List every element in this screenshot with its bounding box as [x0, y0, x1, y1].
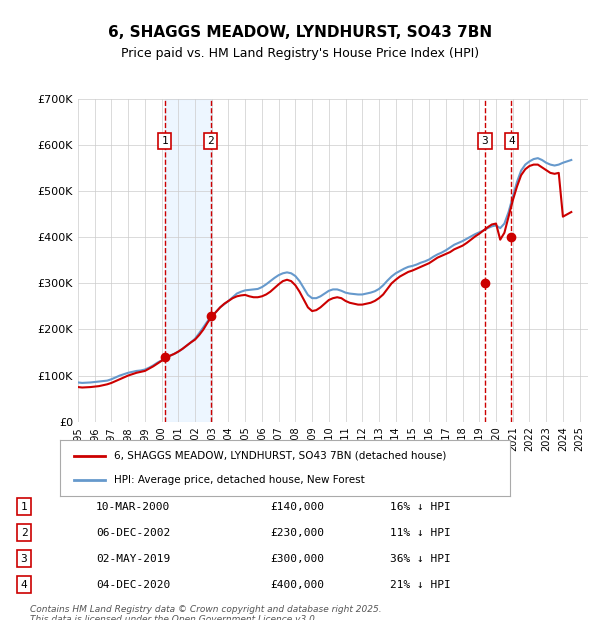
Text: HPI: Average price, detached house, New Forest: HPI: Average price, detached house, New …: [114, 476, 365, 485]
Text: 1: 1: [20, 502, 28, 512]
Text: 21% ↓ HPI: 21% ↓ HPI: [390, 580, 451, 590]
Text: 3: 3: [20, 554, 28, 564]
Text: 1: 1: [161, 136, 168, 146]
Text: 16% ↓ HPI: 16% ↓ HPI: [390, 502, 451, 512]
Text: 6, SHAGGS MEADOW, LYNDHURST, SO43 7BN (detached house): 6, SHAGGS MEADOW, LYNDHURST, SO43 7BN (d…: [114, 451, 446, 461]
Text: 06-DEC-2002: 06-DEC-2002: [96, 528, 170, 538]
Text: Price paid vs. HM Land Registry's House Price Index (HPI): Price paid vs. HM Land Registry's House …: [121, 46, 479, 60]
Text: 3: 3: [481, 136, 488, 146]
Text: 4: 4: [508, 136, 515, 146]
Text: £140,000: £140,000: [270, 502, 324, 512]
Text: 2: 2: [207, 136, 214, 146]
Text: 2: 2: [20, 528, 28, 538]
Text: 6, SHAGGS MEADOW, LYNDHURST, SO43 7BN: 6, SHAGGS MEADOW, LYNDHURST, SO43 7BN: [108, 25, 492, 40]
Text: £300,000: £300,000: [270, 554, 324, 564]
Text: Contains HM Land Registry data © Crown copyright and database right 2025.
This d: Contains HM Land Registry data © Crown c…: [30, 604, 382, 620]
Text: 04-DEC-2020: 04-DEC-2020: [96, 580, 170, 590]
Text: £230,000: £230,000: [270, 528, 324, 538]
Text: 10-MAR-2000: 10-MAR-2000: [96, 502, 170, 512]
Text: 02-MAY-2019: 02-MAY-2019: [96, 554, 170, 564]
Bar: [165, 99, 211, 422]
Text: £400,000: £400,000: [270, 580, 324, 590]
Text: 36% ↓ HPI: 36% ↓ HPI: [390, 554, 451, 564]
Text: 4: 4: [20, 580, 28, 590]
Text: 11% ↓ HPI: 11% ↓ HPI: [390, 528, 451, 538]
